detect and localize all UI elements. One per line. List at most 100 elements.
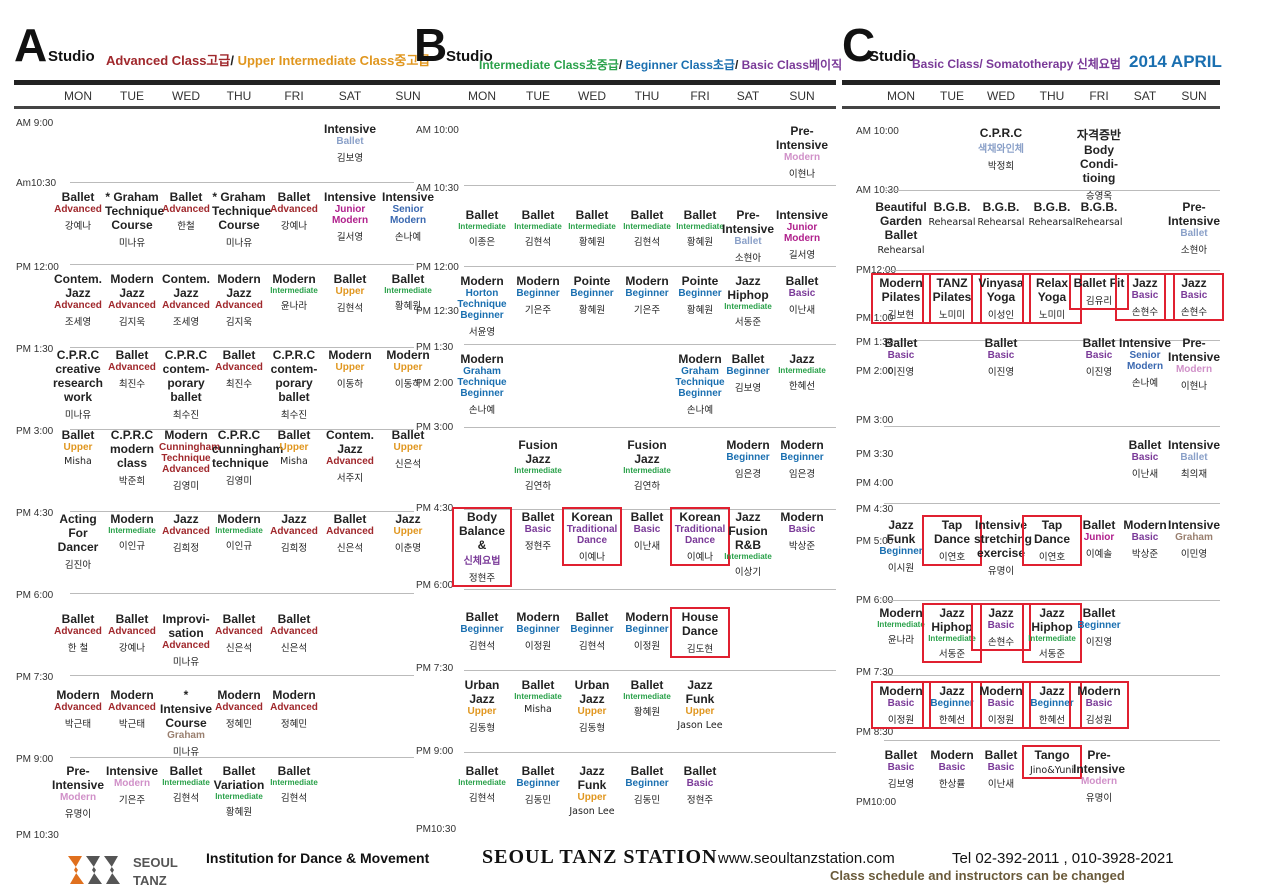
class-level: Modern <box>59 792 97 803</box>
row-divider <box>464 266 836 267</box>
class-cell: Modern Graham Technique Beginner 손나예 <box>455 352 509 416</box>
class-name: Ballet <box>333 512 367 526</box>
class-name: Intensive <box>381 190 435 204</box>
class-cell: Pre-Intensive Modern 이현나 <box>1167 336 1221 392</box>
class-name: Improvi-sation <box>162 612 210 640</box>
class-name: Intensive <box>105 764 159 778</box>
time-label: PM 7:30 <box>856 667 894 678</box>
instructor-name: 황혜원 <box>686 237 714 248</box>
instructor-name: 이예나 <box>578 552 606 563</box>
instructor-name: 조세영 <box>64 317 92 328</box>
class-name: Modern <box>328 348 372 362</box>
class-name: Korean <box>571 510 613 524</box>
class-cell: Ballet Intermediate 김현석 <box>511 208 565 248</box>
instructor-name: 윤나라 <box>280 301 308 312</box>
class-level: Junior <box>1083 532 1115 543</box>
class-cell: Intensive Junior Modern 길서영 <box>775 208 829 261</box>
class-name: Ballet <box>630 510 664 524</box>
class-level: Basic <box>1085 350 1113 361</box>
class-cell: Jazz Hiphop Intermediate 서동준 <box>721 274 775 328</box>
day-sun: SUN <box>789 89 815 103</box>
class-name: Ballet <box>222 612 256 626</box>
institution-name: Institution for Dance & Movement <box>206 850 430 866</box>
studio-word: Studio <box>869 48 916 65</box>
time-label: PM 1:00 <box>856 313 894 324</box>
instructor-name: 이동하 <box>394 379 422 390</box>
instructor-name: 김진아 <box>64 560 92 571</box>
class-cell: Pre-Intensive Ballet 소현아 <box>1167 200 1221 256</box>
class-level: Upper <box>393 442 423 453</box>
instructor-name: 한 철 <box>67 643 89 654</box>
class-basic: Basic Class베이직 <box>741 58 843 72</box>
class-name: Modern <box>879 606 923 620</box>
instructor-name: 노미미 <box>1038 310 1066 321</box>
class-level: Beginner <box>879 546 923 557</box>
class-name: Jazz <box>395 512 421 526</box>
instructor-name: 임은경 <box>788 469 816 480</box>
class-name: Ballet <box>465 764 499 778</box>
class-cell: Ballet Upper 김현석 <box>323 272 377 314</box>
day-tue: TUE <box>940 89 964 103</box>
instructor-name: 손나예 <box>686 405 714 416</box>
class-cell: Modern Beginner 기은주 <box>511 274 565 316</box>
row-divider <box>70 429 414 430</box>
class-level: Advanced <box>54 626 102 637</box>
class-cell: Jazz Upper 이춘명 <box>381 512 435 554</box>
class-level: 색채와인체 <box>978 144 1024 155</box>
instructor-name: 김현석 <box>336 303 364 314</box>
class-cell: Pre-Intensive Modern 유명이 <box>51 764 105 820</box>
class-name: Ballet <box>521 510 555 524</box>
class-name: Contem. Jazz <box>162 272 210 300</box>
class-cell: Jazz Advanced 김희정 <box>159 512 213 554</box>
class-name: Ballet <box>984 336 1018 350</box>
class-level: Advanced <box>108 702 156 713</box>
class-name: Tango <box>1034 748 1070 762</box>
class-name: * Intensive Course <box>159 688 213 730</box>
time-label: PM 2:00 <box>856 366 894 377</box>
class-level: Advanced <box>326 456 374 467</box>
class-name: Ballet <box>630 208 664 222</box>
class-name: Modern <box>272 272 316 286</box>
time-label: PM 3:00 <box>16 426 54 437</box>
class-name: Ballet <box>1128 438 1162 452</box>
website-link[interactable]: www.seoultanzstation.com <box>718 850 895 867</box>
class-cell: Vinyasa Yoga 이성인 <box>971 273 1031 324</box>
class-name: Ballet <box>61 190 95 204</box>
class-name: Pointe <box>573 274 611 288</box>
instructor-name: 이인규 <box>118 541 146 552</box>
instructor-name: 강예나 <box>280 221 308 232</box>
class-level: Advanced <box>326 526 374 537</box>
class-name: Ballet <box>277 190 311 204</box>
class-cell: Modern Horton Technique Beginner 서윤영 <box>455 274 509 338</box>
instructor-name: 김영미 <box>172 481 200 492</box>
class-cell: TANZ Pilates 노미미 <box>922 273 982 324</box>
class-sep: / <box>230 53 238 68</box>
class-name: Ballet <box>277 428 311 442</box>
class-name: C.P.R.C cunningham technique <box>212 428 284 470</box>
class-name: Ballet <box>277 764 311 778</box>
class-name: Jazz <box>988 606 1014 620</box>
class-cell: Ballet Intermediate 김현석 <box>620 208 674 248</box>
header-rule <box>14 80 414 85</box>
class-cell: Ballet Basic 이난새 <box>775 274 829 316</box>
class-cell: Jazz Intermediate 한혜선 <box>775 352 829 392</box>
instructor-name: 손현수 <box>987 637 1015 648</box>
row-divider <box>884 340 1220 341</box>
instructor-name: 최진수 <box>225 379 253 390</box>
instructor-name: 황혜원 <box>394 301 422 312</box>
row-divider <box>464 752 836 753</box>
instructor-name: 소현아 <box>1180 245 1208 256</box>
class-name: Ballet Fit <box>1073 276 1125 290</box>
class-cell: Modern Intermediate 이인규 <box>105 512 159 552</box>
class-name: Intensive <box>1167 438 1221 452</box>
class-intermediate: Intermediate Class초중급 <box>479 58 619 72</box>
class-name: Ballet <box>731 352 765 366</box>
class-name: Jazz Hiphop <box>727 274 769 302</box>
instructor-name: Rehearsal <box>977 217 1025 228</box>
class-level: Basic <box>633 524 661 535</box>
instructor-name: 이현나 <box>1180 381 1208 392</box>
class-level: Basic <box>1131 532 1159 543</box>
class-level: Intermediate <box>384 286 432 295</box>
class-name: Jazz Funk <box>685 678 715 706</box>
class-name: B.G.B. <box>982 200 1020 214</box>
